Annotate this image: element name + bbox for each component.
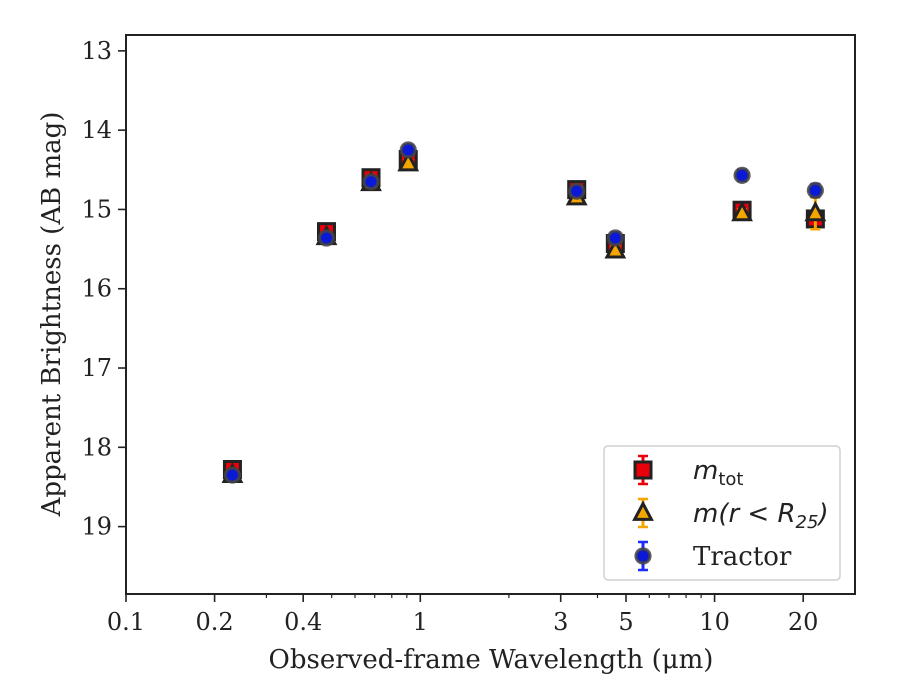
data-point-circle: [568, 182, 586, 200]
x-tick-label: 3: [553, 608, 568, 636]
plot-frame: [125, 34, 856, 595]
y-axis-title: Apparent Brightness (AB mag): [37, 112, 67, 518]
legend-label-circle: Tractor: [693, 542, 792, 572]
data-marks: [221, 141, 827, 484]
data-point-circle: [733, 166, 751, 184]
legend-label-square: mtot: [693, 456, 743, 490]
x-tick-label: 0.2: [196, 608, 234, 636]
legend: mtot m(r < R25) Tractor: [603, 445, 841, 581]
x-tick-label: 0.4: [284, 608, 322, 636]
y-tick-label: 17: [81, 354, 112, 382]
data-point-circle: [362, 173, 380, 191]
y-tick-label: 15: [81, 195, 112, 223]
series-circle: [223, 141, 824, 484]
y-tick-label: 19: [81, 513, 112, 541]
data-point-triangle: [731, 200, 753, 222]
data-point-circle: [317, 229, 336, 247]
x-axis-title: Observed-frame Wavelength (μm): [269, 645, 714, 675]
data-point-triangle: [397, 150, 420, 172]
legend-marker-triangle: [632, 500, 654, 521]
x-tick-label: 10: [699, 608, 730, 636]
x-tick-label: 5: [618, 608, 633, 636]
x-tick-label: 20: [788, 608, 819, 636]
y-tick-label: 14: [81, 116, 112, 144]
data-point-triangle: [604, 238, 627, 259]
data-point-triangle: [804, 200, 827, 222]
legend-label-triangle: m(r < R25): [693, 499, 829, 533]
x-tick-label: 1: [413, 608, 428, 636]
x-tick-label: 0.1: [107, 608, 145, 636]
y-tick-label: 16: [81, 275, 112, 303]
data-point-circle: [223, 466, 242, 484]
legend-marker-circle: [634, 547, 652, 565]
y-tick-label: 13: [81, 37, 112, 65]
legend-box: [603, 445, 841, 581]
data-point-circle: [806, 181, 824, 200]
legend-marker-square: [633, 460, 653, 480]
y-tick-label: 18: [81, 433, 112, 461]
data-point-circle: [399, 141, 417, 159]
data-point-circle: [606, 229, 624, 247]
